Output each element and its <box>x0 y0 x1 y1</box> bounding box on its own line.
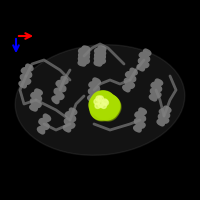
Circle shape <box>97 94 119 116</box>
Circle shape <box>103 100 108 105</box>
Circle shape <box>96 96 101 101</box>
Circle shape <box>94 92 116 114</box>
Circle shape <box>98 95 120 117</box>
Circle shape <box>96 98 118 120</box>
Circle shape <box>90 95 112 117</box>
Circle shape <box>94 98 116 120</box>
Circle shape <box>89 94 111 116</box>
Circle shape <box>93 91 115 113</box>
Circle shape <box>98 95 120 117</box>
Circle shape <box>91 91 113 113</box>
Circle shape <box>101 103 106 108</box>
Circle shape <box>91 99 113 121</box>
Circle shape <box>97 99 119 121</box>
Circle shape <box>92 92 114 114</box>
Ellipse shape <box>15 45 185 155</box>
Circle shape <box>102 99 107 104</box>
Circle shape <box>93 97 115 119</box>
Circle shape <box>99 96 121 118</box>
Circle shape <box>94 99 99 104</box>
Circle shape <box>95 103 100 108</box>
Circle shape <box>98 96 103 101</box>
Circle shape <box>90 98 112 120</box>
Circle shape <box>98 102 103 107</box>
